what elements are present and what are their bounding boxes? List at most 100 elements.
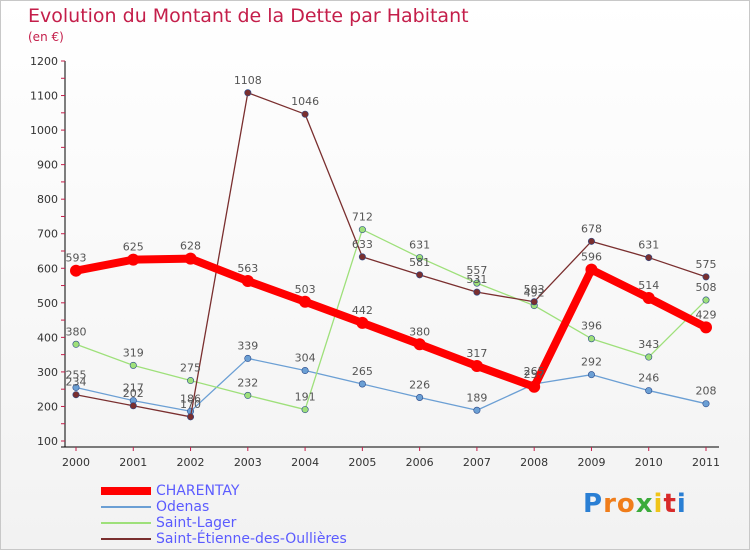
data-point-Saint-Lager [301, 406, 309, 414]
x-tick-label: 2007 [463, 456, 491, 469]
data-point-Saint-Étienne-des-Oullières [358, 253, 366, 261]
y-tick-label: 100 [37, 435, 58, 448]
data-label-CHARENTAY: 317 [466, 347, 487, 360]
x-tick-label: 2004 [291, 456, 319, 469]
data-point-Saint-Lager [645, 353, 653, 361]
data-point-CHARENTAY [299, 295, 312, 308]
data-point-Saint-Lager [72, 340, 80, 348]
data-label-Saint-Lager: 191 [295, 391, 316, 404]
data-point-Odenas [645, 387, 653, 395]
data-point-Saint-Lager [244, 391, 252, 399]
x-tick-label: 2008 [520, 456, 548, 469]
data-label-CHARENTAY: 514 [638, 279, 659, 292]
data-label-Odenas: 186 [180, 392, 201, 405]
data-label-Odenas: 292 [581, 356, 602, 369]
data-label-Odenas: 265 [352, 365, 373, 378]
data-point-CHARENTAY [184, 252, 197, 265]
data-label-Saint-Étienne-des-Oullières: 678 [581, 222, 602, 235]
data-point-CHARENTAY [700, 321, 712, 334]
data-label-CHARENTAY: 625 [123, 241, 144, 254]
data-point-Odenas [473, 406, 481, 414]
data-point-CHARENTAY [127, 253, 140, 266]
data-point-CHARENTAY [642, 291, 655, 304]
data-point-Saint-Étienne-des-Oullières [587, 237, 595, 245]
data-label-Saint-Étienne-des-Oullières: 631 [638, 239, 659, 252]
y-tick-label: 700 [37, 228, 58, 241]
logo-letter: i [653, 489, 664, 519]
data-point-CHARENTAY [528, 380, 541, 393]
y-tick-label: 200 [37, 400, 58, 413]
logo-letter: P [583, 489, 604, 519]
data-label-CHARENTAY: 380 [409, 325, 430, 338]
data-label-Odenas: 217 [123, 382, 144, 395]
data-label-Odenas: 304 [295, 352, 316, 365]
series-line-CHARENTAY [72, 254, 710, 391]
data-label-Saint-Étienne-des-Oullières: 531 [466, 273, 487, 286]
chart-subtitle: (en €) [28, 30, 64, 44]
y-tick-label: 600 [37, 262, 58, 275]
y-tick-label: 1000 [30, 124, 58, 137]
x-tick-label: 2009 [577, 456, 605, 469]
data-point-Saint-Lager [587, 335, 595, 343]
data-point-Saint-Étienne-des-Oullières [645, 254, 653, 262]
data-label-Odenas: 189 [466, 391, 487, 404]
data-label-Saint-Étienne-des-Oullières: 581 [409, 256, 430, 269]
y-tick-label: 900 [37, 159, 58, 172]
legend-swatch [101, 538, 151, 540]
data-label-Saint-Lager: 396 [581, 320, 602, 333]
x-tick-label: 2000 [62, 456, 90, 469]
data-point-CHARENTAY [70, 264, 82, 277]
data-label-Saint-Lager: 275 [180, 362, 201, 375]
x-tick-label: 2003 [234, 456, 262, 469]
logo-letter: t [663, 489, 677, 519]
data-label-Saint-Lager: 631 [409, 239, 430, 252]
legend-label: CHARENTAY [156, 483, 240, 499]
data-point-CHARENTAY [241, 275, 254, 288]
data-label-Saint-Lager: 508 [696, 281, 717, 294]
data-point-Odenas [358, 380, 366, 388]
data-label-CHARENTAY: 596 [581, 251, 602, 264]
data-point-Saint-Lager [416, 254, 424, 262]
data-point-Saint-Étienne-des-Oullières [244, 89, 252, 97]
data-label-Saint-Lager: 557 [466, 264, 487, 277]
data-label-CHARENTAY: 442 [352, 304, 373, 317]
y-tick-label: 800 [37, 193, 58, 206]
data-label-Saint-Lager: 380 [66, 325, 87, 338]
data-label-CHARENTAY: 593 [66, 252, 87, 265]
legend-swatch [101, 487, 151, 495]
x-tick-label: 2006 [406, 456, 434, 469]
data-point-Saint-Lager [358, 226, 366, 234]
data-label-CHARENTAY: 628 [180, 240, 201, 253]
data-label-Saint-Étienne-des-Oullières: 503 [524, 283, 545, 296]
data-point-Saint-Étienne-des-Oullières [301, 110, 309, 118]
data-point-CHARENTAY [470, 360, 483, 373]
logo-letter: i [676, 489, 687, 519]
x-tick-label: 2011 [692, 456, 720, 469]
legend-label: Saint-Lager [156, 515, 237, 531]
data-label-Odenas: 265 [524, 365, 545, 378]
data-label-Saint-Lager: 492 [524, 287, 545, 300]
data-label-Saint-Lager: 712 [352, 211, 373, 224]
data-point-Saint-Étienne-des-Oullières [72, 391, 80, 399]
data-point-Odenas [301, 367, 309, 375]
data-point-Saint-Étienne-des-Oullières [187, 413, 195, 421]
series-line-Saint-Lager [75, 228, 707, 411]
data-label-CHARENTAY: 429 [696, 308, 717, 321]
data-label-Saint-Étienne-des-Oullières: 202 [123, 387, 144, 400]
y-tick-label: 300 [37, 366, 58, 379]
logo-letter: o [616, 489, 636, 519]
data-label-Odenas: 208 [696, 385, 717, 398]
data-label-Saint-Étienne-des-Oullières: 234 [66, 376, 87, 389]
data-label-Saint-Lager: 319 [123, 346, 144, 359]
data-label-CHARENTAY: 257 [524, 368, 545, 381]
proxiti-logo: Proxiti [583, 489, 687, 519]
data-label-CHARENTAY: 503 [295, 283, 316, 296]
data-label-Saint-Lager: 232 [237, 376, 258, 389]
data-label-Saint-Étienne-des-Oullières: 633 [352, 238, 373, 251]
data-point-Saint-Lager [702, 296, 710, 304]
data-label-Odenas: 246 [638, 372, 659, 385]
x-tick-label: 2010 [635, 456, 663, 469]
data-label-Saint-Étienne-des-Oullières: 575 [696, 258, 717, 271]
data-label-Saint-Étienne-des-Oullières: 170 [180, 398, 201, 411]
